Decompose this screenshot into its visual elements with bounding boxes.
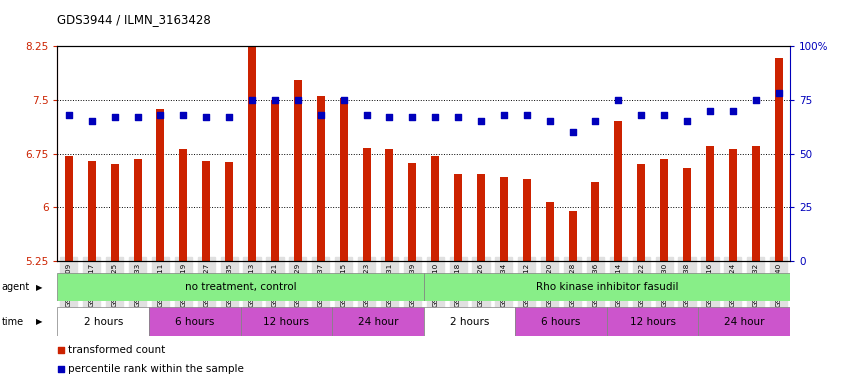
Text: ▶: ▶ xyxy=(35,283,42,291)
Point xyxy=(154,112,167,118)
Point xyxy=(199,114,213,120)
Point xyxy=(62,112,76,118)
Bar xyxy=(202,161,210,261)
Bar xyxy=(57,273,424,301)
Bar xyxy=(271,100,279,261)
Bar xyxy=(728,149,736,261)
Point xyxy=(222,114,235,120)
Point xyxy=(292,120,306,126)
Point xyxy=(451,114,464,120)
Point xyxy=(634,112,647,118)
Bar xyxy=(774,58,782,261)
Text: 24 hour: 24 hour xyxy=(723,316,764,327)
Point xyxy=(428,114,441,120)
Bar xyxy=(111,164,118,261)
Point xyxy=(473,118,487,124)
Point xyxy=(245,97,258,103)
Bar xyxy=(241,307,332,336)
Bar xyxy=(430,156,439,261)
Bar xyxy=(332,307,424,336)
Text: 12 hours: 12 hours xyxy=(263,316,309,327)
Point xyxy=(771,90,784,96)
Point xyxy=(519,112,533,118)
Bar xyxy=(476,174,484,261)
Bar xyxy=(385,149,393,261)
Point xyxy=(176,112,190,118)
Point xyxy=(85,118,99,124)
Bar xyxy=(57,307,149,336)
Bar xyxy=(568,211,576,261)
Bar xyxy=(453,174,462,261)
Point xyxy=(292,293,306,299)
Bar xyxy=(659,159,668,261)
Point xyxy=(131,114,144,120)
Point xyxy=(314,112,327,118)
Point xyxy=(543,118,556,124)
Text: 24 hour: 24 hour xyxy=(357,316,398,327)
Point xyxy=(657,112,670,118)
Text: 2 hours: 2 hours xyxy=(84,316,122,327)
Bar xyxy=(362,148,371,261)
Bar xyxy=(698,307,789,336)
Bar xyxy=(65,156,73,261)
Point xyxy=(588,118,602,124)
Bar xyxy=(522,179,530,261)
Text: 2 hours: 2 hours xyxy=(449,316,489,327)
Bar xyxy=(751,146,759,261)
Bar xyxy=(179,149,187,261)
Text: 6 hours: 6 hours xyxy=(541,316,580,327)
Text: Rho kinase inhibitor fasudil: Rho kinase inhibitor fasudil xyxy=(535,282,678,292)
Point xyxy=(565,129,579,135)
Point xyxy=(382,114,396,120)
Point xyxy=(268,97,281,103)
Bar xyxy=(614,121,622,261)
Point xyxy=(108,114,122,120)
Bar xyxy=(88,161,95,261)
Bar xyxy=(339,98,347,261)
Bar xyxy=(248,39,256,261)
Point xyxy=(702,108,716,114)
Text: 12 hours: 12 hours xyxy=(629,316,675,327)
Text: percentile rank within the sample: percentile rank within the sample xyxy=(68,364,244,374)
Bar xyxy=(591,182,598,261)
Bar xyxy=(225,162,233,261)
Point xyxy=(679,118,693,124)
Point xyxy=(290,97,304,103)
Text: time: time xyxy=(2,316,24,327)
Point xyxy=(360,112,373,118)
Bar xyxy=(156,109,165,261)
Bar xyxy=(133,159,142,261)
Bar xyxy=(149,307,241,336)
Bar xyxy=(606,307,698,336)
Text: ▶: ▶ xyxy=(35,317,42,326)
Bar xyxy=(316,96,324,261)
Bar xyxy=(500,177,507,261)
Bar xyxy=(682,168,690,261)
Bar xyxy=(515,307,606,336)
Text: 6 hours: 6 hours xyxy=(175,316,214,327)
Bar xyxy=(636,164,645,261)
Bar xyxy=(424,307,515,336)
Bar xyxy=(705,146,713,261)
Text: transformed count: transformed count xyxy=(68,345,165,356)
Point xyxy=(496,112,510,118)
Text: no treatment, control: no treatment, control xyxy=(185,282,296,292)
Bar xyxy=(408,163,416,261)
Point xyxy=(748,97,761,103)
Point xyxy=(611,97,625,103)
Point xyxy=(337,97,350,103)
Text: agent: agent xyxy=(2,282,30,292)
Text: GDS3944 / ILMN_3163428: GDS3944 / ILMN_3163428 xyxy=(57,13,211,26)
Bar xyxy=(424,273,789,301)
Bar xyxy=(294,81,301,261)
Point xyxy=(405,114,419,120)
Point xyxy=(725,108,738,114)
Bar xyxy=(545,202,553,261)
